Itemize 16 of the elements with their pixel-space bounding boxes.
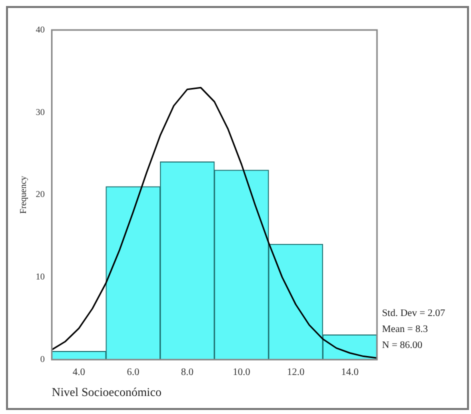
x-tick-label: 10.0 [232,367,250,378]
x-axis-title: Nivel Socioeconómico [52,384,162,399]
y-tick-label: 40 [36,24,46,34]
x-tick-label: 8.0 [181,367,194,378]
x-tick-label: 6.0 [126,367,140,378]
y-axis-title: Frequency [18,175,28,214]
text: N = 86.00 [382,340,422,352]
x-tick-label: 14.0 [341,367,359,378]
text: Mean = 8.3 [382,324,428,336]
y-tick-label: 30 [36,106,46,117]
x-tick-label: 4.0 [72,367,86,378]
y-tick-label: 20 [36,189,46,200]
y-tick-label: 10 [36,272,46,282]
x-tick-label: 12.0 [286,367,304,378]
y-tick-label: 0 [40,354,46,364]
text: Std. Dev = 2.07 [382,308,446,320]
